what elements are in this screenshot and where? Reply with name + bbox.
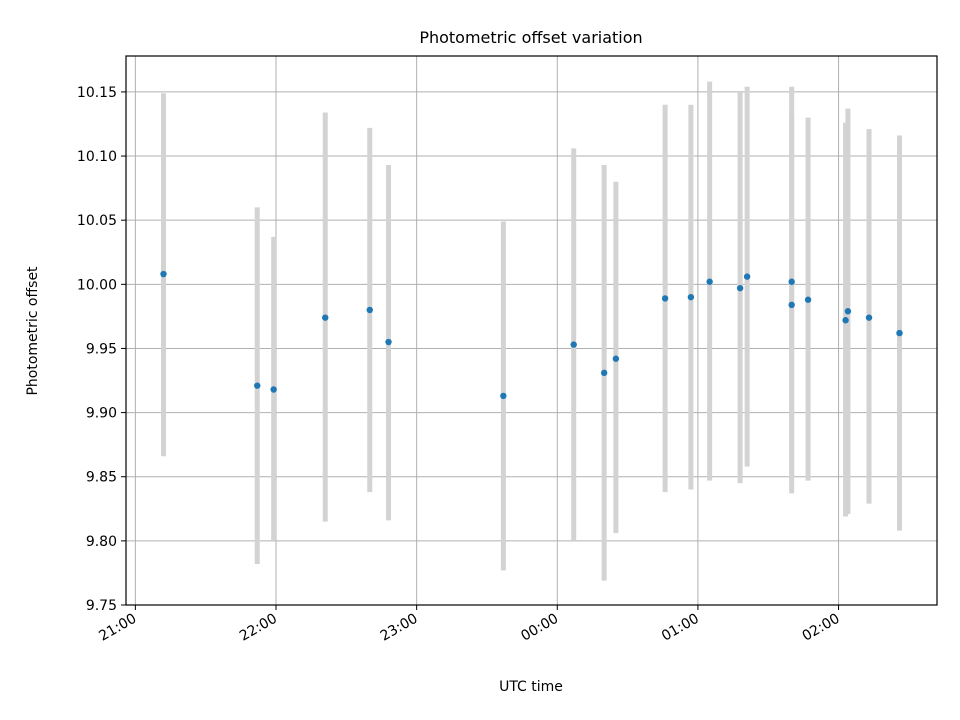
plot-frame bbox=[125, 55, 938, 606]
data-point bbox=[706, 278, 713, 285]
data-point bbox=[322, 314, 329, 321]
y-tick-label: 9.90 bbox=[86, 406, 117, 422]
chart-title: Photometric offset variation bbox=[419, 28, 642, 47]
data-point bbox=[500, 392, 507, 400]
data-point bbox=[270, 386, 277, 393]
data-point bbox=[844, 308, 852, 315]
data-point bbox=[570, 341, 577, 348]
data-point bbox=[366, 306, 373, 314]
data-point bbox=[896, 329, 903, 337]
y-axis-ticks: 9.75 9.80 9.85 9.90 9.95 10.00 10.05 10.10 10.15 bbox=[77, 85, 126, 614]
data-point bbox=[788, 278, 795, 285]
data-point bbox=[661, 295, 669, 302]
data-point bbox=[612, 355, 620, 362]
y-tick-label: 10.15 bbox=[77, 85, 117, 101]
data-point bbox=[865, 314, 873, 321]
data-point bbox=[385, 338, 392, 346]
data-point bbox=[736, 284, 744, 292]
data-points bbox=[160, 270, 903, 400]
y-tick-label: 9.85 bbox=[86, 470, 117, 486]
grid-lines bbox=[126, 56, 937, 606]
data-point bbox=[600, 369, 608, 377]
y-tick-label: 10.05 bbox=[77, 213, 117, 229]
y-tick-label: 10.10 bbox=[77, 149, 117, 165]
y-axis-label: Photometric offset bbox=[25, 266, 41, 396]
y-tick-label: 9.75 bbox=[86, 598, 117, 614]
data-point bbox=[743, 273, 751, 280]
y-tick-label: 10.00 bbox=[77, 277, 117, 293]
x-axis-label: UTC time bbox=[499, 679, 563, 695]
data-point bbox=[254, 382, 261, 389]
y-tick-label: 9.95 bbox=[86, 341, 117, 357]
data-point bbox=[788, 301, 795, 309]
data-point bbox=[804, 296, 812, 303]
data-point bbox=[160, 270, 167, 278]
data-point bbox=[687, 293, 695, 301]
y-tick-label: 9.80 bbox=[86, 534, 117, 550]
data-point bbox=[842, 317, 849, 324]
